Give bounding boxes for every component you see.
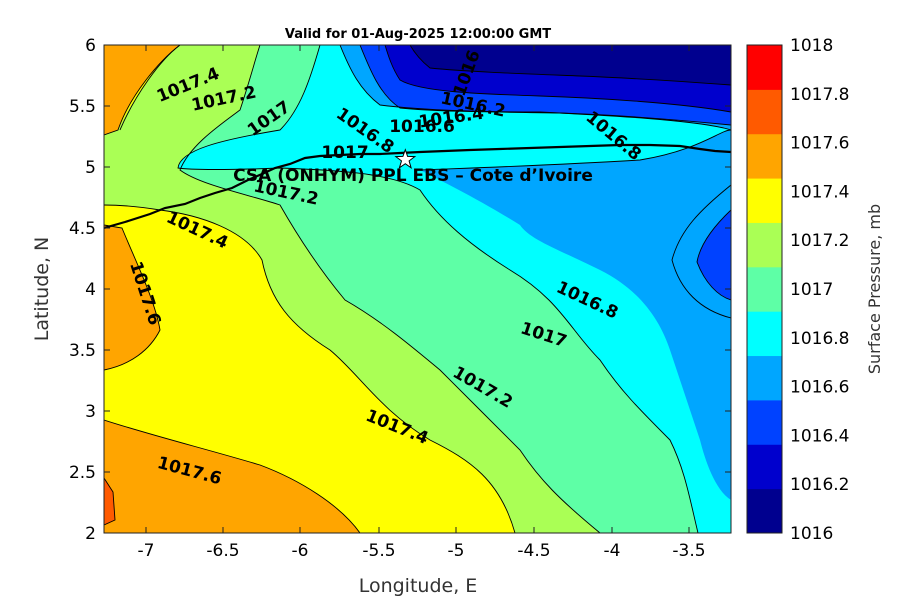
- band-1017-6-southwest: [104, 420, 360, 533]
- colorbar-tick-label: 1016.8: [790, 329, 849, 349]
- x-tick-label: -5: [448, 541, 465, 561]
- colorbar-label: Surface Pressure, mb: [865, 204, 884, 374]
- colorbar-swatch: [747, 45, 782, 90]
- contour-line: [419, 129, 731, 171]
- y-tick-label: 4.5: [69, 219, 96, 239]
- y-tick-label: 5: [85, 158, 96, 178]
- site-label: CSA (ONHYM) PPL EBS – Cote d’Ivoire: [233, 166, 593, 186]
- contour-line: [119, 45, 181, 131]
- contour-line: [696, 209, 731, 301]
- colorbar-swatch: [747, 266, 782, 312]
- contour-line: [359, 45, 731, 126]
- coastline: [104, 143, 731, 230]
- colorbar-tick-label: 1017.8: [790, 85, 849, 105]
- y-axis-label: Latitude, N: [31, 237, 53, 342]
- x-tick-label: -5.5: [362, 541, 395, 561]
- colorbar-tick-label: 1016.4: [790, 426, 849, 446]
- x-tick-label: -7: [138, 541, 155, 561]
- contour-line: [384, 45, 731, 113]
- contour-line: [671, 184, 731, 319]
- colorbar-swatch: [747, 222, 782, 268]
- colorbar-tick-label: 1016.6: [790, 378, 849, 398]
- colorbar-frame: [746, 44, 783, 534]
- contour-fill: [104, 45, 731, 533]
- colorbar-swatch: [747, 89, 782, 135]
- colorbar-swatch: [747, 444, 782, 490]
- x-tick-label: -3.5: [672, 541, 705, 561]
- y-tick-label: 4: [85, 280, 96, 300]
- site-star-icon: [394, 148, 417, 170]
- y-axis: 2 2.5 3 3.5 4 4.5 5 5.5 6 Latitude, N: [31, 36, 731, 544]
- colorbar-swatch: [747, 178, 782, 223]
- x-tick-label: -4.5: [517, 541, 550, 561]
- colorbar-swatch: [747, 399, 782, 445]
- contour-line: [104, 224, 161, 371]
- contour-line: [104, 477, 116, 526]
- contour-line: [409, 45, 731, 86]
- colorbar-tick-label: 1016.2: [790, 475, 849, 495]
- y-tick-label: 5.5: [69, 97, 96, 117]
- colorbar-tick-label: 1018: [790, 36, 833, 56]
- colorbar-tick-label: 1017.4: [790, 182, 849, 202]
- contour-label: 1017: [321, 143, 368, 163]
- y-tick-label: 2: [85, 524, 96, 544]
- colorbar-tick-label: 1016: [790, 524, 833, 544]
- contour-line: [179, 45, 601, 533]
- y-tick-label: 3.5: [69, 341, 96, 361]
- colorbar-swatch: [747, 355, 782, 401]
- x-axis-label: Longitude, E: [359, 575, 478, 597]
- colorbar-tick-label: 1017.6: [790, 134, 849, 154]
- y-tick-label: 6: [85, 36, 96, 56]
- colorbar-swatch: [747, 488, 782, 534]
- y-tick-label: 3: [85, 402, 96, 422]
- band-1016: [410, 45, 731, 85]
- band-1017-8-southwest: [104, 478, 115, 525]
- x-tick-label: -6.5: [206, 541, 239, 561]
- figure-title: Valid for 01-Aug-2025 12:00:00 GMT: [285, 27, 551, 42]
- x-axis: -7 -6.5 -6 -5.5 -5 -4.5 -4 -3.5 Longitud…: [138, 45, 706, 597]
- y-tick-label: 2.5: [69, 463, 96, 483]
- colorbar: 1016 1016.2 1016.4 1016.6 1016.8 1017 1017.2 10…: [746, 36, 884, 544]
- colorbar-swatch: [747, 133, 782, 179]
- band-1017-6-west: [104, 225, 160, 370]
- colorbar-tick-label: 1017.2: [790, 231, 849, 251]
- band-1017-6-northwest: [104, 45, 180, 135]
- contour-label: 1016.6: [389, 117, 455, 137]
- contour-line: [177, 45, 699, 533]
- colorbar-tick-label: 1017: [790, 280, 833, 300]
- colorbar-swatch: [747, 311, 782, 357]
- contour-line: [104, 419, 361, 533]
- x-tick-label: -6: [292, 541, 309, 561]
- band-1016-4-southeast: [697, 210, 731, 300]
- x-tick-label: -4: [604, 541, 621, 561]
